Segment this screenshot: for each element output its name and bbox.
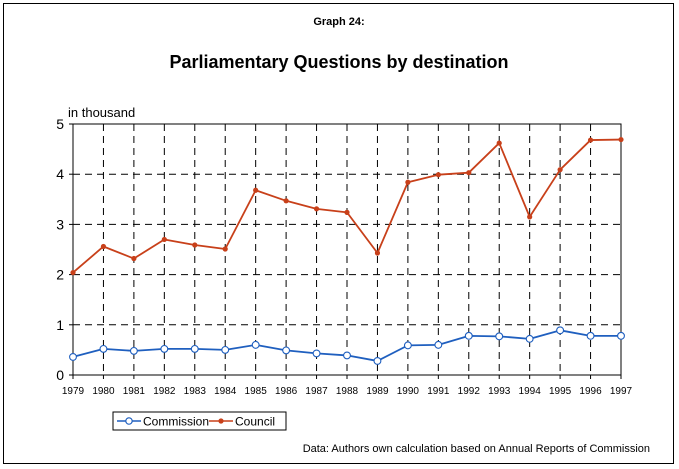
legend-label-commission: Commission [143,415,209,429]
data-point-commission [343,351,351,360]
x-tick-label: 1985 [245,386,268,397]
data-point-council [70,269,76,276]
x-tick-label: 1996 [579,386,602,397]
x-tick-label: 1983 [184,386,207,397]
y-axis-ticks: 0 1 2 3 4 5 [56,116,73,383]
data-point-commission [251,340,260,349]
data-point-commission [221,345,230,354]
data-point-council [131,255,137,262]
data-point-commission [99,344,108,353]
data-point-council [283,198,289,204]
data-point-council [435,172,441,178]
series-line-council [72,138,622,274]
data-point-council [466,170,472,176]
x-tick-label: 1994 [519,386,542,397]
x-tick-label: 1986 [275,386,298,397]
data-point-commission [556,326,565,335]
data-point-council [496,140,502,146]
data-point-commission [160,344,169,353]
figure-frame [3,3,674,464]
y-axis-label: in thousand [68,105,135,120]
y-tick-label: 2 [56,267,64,283]
y-tick-label: 0 [56,367,64,383]
data-point-commission [312,349,321,358]
data-point-council [100,243,107,250]
x-tick-label: 1995 [549,386,572,397]
data-point-council [527,214,533,220]
data-point-commission [434,340,443,349]
data-point-council [374,250,381,256]
legend-box [112,411,287,431]
data-point-commission [69,352,77,361]
legend: Commission Council [112,411,287,431]
x-tick-label: 1987 [305,386,328,397]
data-point-commission [586,331,595,340]
data-point-council [557,167,563,173]
data-point-commission [617,331,625,340]
legend-marker-council [218,418,224,424]
data-point-commission [525,334,534,343]
data-point-council [161,236,167,243]
data-point-commission [464,331,473,340]
series-layer [69,136,625,365]
data-point-council [313,206,320,212]
data-point-council [344,209,350,215]
data-point-commission [190,344,199,353]
gridlines [73,124,621,375]
series-council [70,136,624,276]
data-point-commission [495,332,504,341]
data-point-commission [129,346,138,355]
x-tick-label: 1993 [488,386,511,397]
x-tick-label: 1989 [366,386,389,397]
y-tick-label: 4 [56,166,64,182]
source-note: Data: Authors own calculation based on A… [303,443,650,455]
data-point-council [222,246,228,252]
figure-label: Graph 24: [313,16,364,28]
series-commission [69,326,625,365]
x-tick-label: 1979 [62,386,85,397]
data-point-commission [373,356,382,365]
legend-marker-commission [125,417,133,425]
data-point-council [587,137,594,143]
data-point-council [405,179,411,185]
y-tick-label: 3 [56,216,64,232]
x-tick-label: 1984 [214,386,237,397]
x-tick-label: 1981 [123,386,146,397]
y-tick-label: 1 [56,317,64,333]
data-point-council [618,136,624,143]
x-tick-label: 1980 [92,386,115,397]
x-tick-label: 1990 [397,386,420,397]
y-tick-label: 5 [56,116,64,132]
data-point-commission [282,346,291,355]
x-tick-label: 1982 [153,386,176,397]
x-tick-label: 1991 [427,386,450,397]
chart-title: Parliamentary Questions by destination [169,52,508,72]
x-tick-label: 1988 [336,386,359,397]
x-axis-ticks: 1979 1980 1981 1982 1983 1984 1985 1986 1987 1988… [62,375,633,397]
legend-label-council: Council [235,415,275,429]
x-tick-label: 1997 [610,386,633,397]
x-tick-label: 1992 [458,386,481,397]
data-point-council [192,242,198,248]
data-point-commission [403,341,412,350]
data-point-council [253,187,259,193]
